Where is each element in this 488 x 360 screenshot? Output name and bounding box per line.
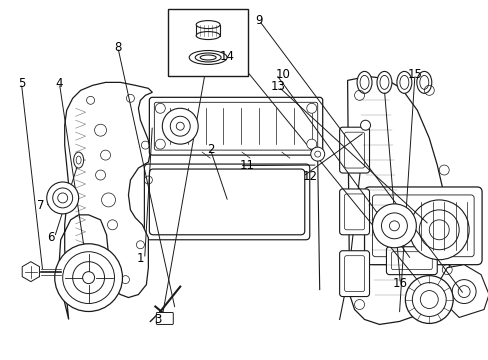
Circle shape	[55, 244, 122, 311]
Text: 6: 6	[47, 231, 55, 244]
Circle shape	[408, 200, 468, 260]
Circle shape	[155, 103, 165, 113]
Circle shape	[58, 193, 67, 203]
Circle shape	[310, 147, 324, 161]
Circle shape	[405, 276, 452, 323]
Ellipse shape	[196, 32, 220, 40]
Text: 4: 4	[56, 77, 63, 90]
Text: 12: 12	[303, 170, 317, 183]
Ellipse shape	[196, 21, 220, 28]
Circle shape	[62, 252, 114, 303]
Ellipse shape	[396, 71, 411, 93]
Circle shape	[73, 262, 104, 293]
Circle shape	[306, 103, 316, 113]
Bar	[168, 9, 247, 76]
FancyBboxPatch shape	[364, 187, 481, 265]
FancyBboxPatch shape	[154, 102, 317, 150]
Text: 7: 7	[37, 199, 45, 212]
Text: 16: 16	[392, 278, 407, 291]
Text: 10: 10	[276, 68, 290, 81]
Ellipse shape	[356, 71, 371, 93]
Circle shape	[381, 213, 407, 239]
Circle shape	[155, 139, 165, 149]
FancyBboxPatch shape	[156, 312, 173, 324]
Text: 15: 15	[407, 68, 422, 81]
Text: 2: 2	[206, 143, 214, 156]
Circle shape	[388, 221, 399, 231]
Ellipse shape	[74, 152, 83, 168]
FancyBboxPatch shape	[339, 251, 369, 297]
FancyBboxPatch shape	[149, 97, 322, 155]
Text: 1: 1	[137, 252, 144, 265]
Circle shape	[82, 272, 94, 284]
Text: 14: 14	[219, 50, 234, 63]
Polygon shape	[22, 262, 40, 282]
Text: 11: 11	[239, 159, 254, 172]
Circle shape	[306, 139, 316, 149]
Ellipse shape	[189, 50, 226, 64]
FancyBboxPatch shape	[386, 247, 436, 275]
Text: 8: 8	[114, 41, 122, 54]
Text: 5: 5	[18, 77, 25, 90]
Circle shape	[176, 122, 184, 130]
Polygon shape	[438, 265, 488, 318]
Text: 13: 13	[271, 80, 285, 93]
Circle shape	[170, 116, 190, 136]
Circle shape	[162, 108, 198, 144]
Ellipse shape	[195, 53, 221, 62]
Circle shape	[47, 182, 79, 214]
Ellipse shape	[200, 55, 216, 60]
Circle shape	[411, 283, 446, 316]
FancyBboxPatch shape	[339, 189, 369, 235]
Ellipse shape	[416, 71, 431, 93]
Polygon shape	[347, 76, 450, 324]
Circle shape	[372, 204, 415, 248]
Text: 3: 3	[154, 313, 162, 327]
Text: 9: 9	[255, 14, 263, 27]
Circle shape	[53, 188, 73, 208]
FancyBboxPatch shape	[339, 127, 369, 173]
Ellipse shape	[376, 71, 391, 93]
Circle shape	[360, 120, 370, 130]
Polygon shape	[59, 82, 152, 319]
